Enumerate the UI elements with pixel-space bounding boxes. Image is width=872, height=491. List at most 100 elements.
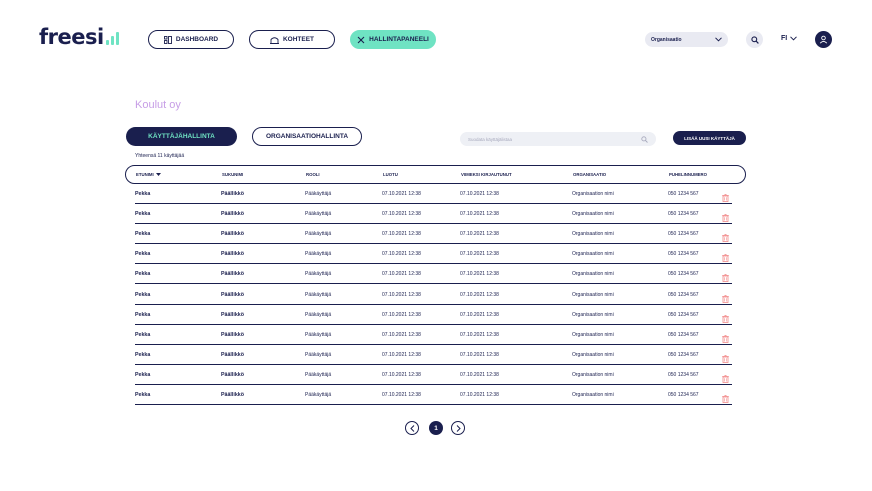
cell-phone: 050 1234 567 [668,191,699,197]
delete-user-button[interactable] [722,209,729,227]
pagination-page-current[interactable]: 1 [429,421,443,435]
column-header-label: ETUNIMI [136,172,154,177]
cell-firstname: Pekka [135,311,151,318]
delete-user-button[interactable] [722,350,729,368]
cell-firstname: Pekka [135,271,151,278]
tab-user-management[interactable]: KÄYTTÄJÄHALLINTA [126,127,237,146]
table-row[interactable]: Pekka Päällikkö Pääkäyttäjä 07.10.2021 12:3… [135,224,732,247]
table-row[interactable]: Pekka Päällikkö Pääkäyttäjä 07.10.2021 12:3… [135,264,732,287]
cell-lastname: Päällikkö [221,231,244,238]
delete-user-button[interactable] [722,370,729,388]
column-header-role[interactable]: ROOLI [306,172,320,177]
header-search-button[interactable] [746,31,763,48]
trash-icon [722,334,729,343]
cell-phone: 050 1234 567 [668,291,699,298]
language-label: FI [781,35,788,42]
delete-user-button[interactable] [722,229,729,247]
user-avatar-button[interactable] [815,31,832,48]
chevron-left-icon [409,424,414,432]
cell-last-login: 07.10.2021 12:38 [460,371,499,378]
table-row[interactable]: Pekka Päällikkö Pääkäyttäjä 07.10.2021 12:3… [135,285,732,305]
cell-phone: 050 1234 567 [668,311,699,318]
column-header-organization[interactable]: ORGANISAATIO [573,172,607,177]
table-row[interactable]: Pekka Päällikkö Pääkäyttäjä 07.10.2021 12:3… [135,204,732,227]
cell-organization: Organisaation nimi [572,271,614,278]
trash-icon [722,234,729,243]
cell-phone: 050 1234 567 [668,371,699,378]
cell-created: 07.10.2021 12:38 [382,251,421,258]
cell-phone: 050 1234 567 [668,251,699,258]
trash-icon [722,395,729,403]
column-header-created[interactable]: LUOTU [383,172,398,177]
delete-user-button[interactable] [722,269,729,287]
delete-user-button[interactable] [722,310,729,328]
cell-lastname: Päällikkö [221,351,244,358]
user-filter-field[interactable] [460,132,656,146]
add-user-button[interactable]: LISÄÄ UUSI KÄYTTÄJÄ [673,131,746,145]
table-row[interactable]: Pekka Päällikkö Pääkäyttäjä 07.10.2021 12:3… [135,305,732,325]
cell-firstname: Pekka [135,251,151,258]
nav-hallintapaneeli-button[interactable]: HALLINTAPANEELI [350,30,436,49]
cell-organization: Organisaation nimi [572,311,614,318]
nav-dashboard-button[interactable]: DASHBOARD [148,30,234,49]
cell-role: Pääkäyttäjä [305,331,332,338]
delete-user-button[interactable] [722,330,729,348]
tools-icon [357,36,365,43]
freesi-logo[interactable]: freesi [39,26,119,48]
cell-last-login: 07.10.2021 12:38 [460,311,499,318]
delete-user-button[interactable] [722,189,729,207]
cell-last-login: 07.10.2021 12:38 [460,251,499,258]
chevron-down-icon [790,36,798,41]
column-header-last-login[interactable]: VIIMEKSI KIRJAUTUNUT [461,172,512,177]
organization-select-value: Organisaatio [651,36,682,43]
logo-bars-icon [105,32,119,45]
nav-kohteet-button[interactable]: KOHTEET [249,30,335,49]
organization-select[interactable]: Organisaatio [645,32,728,47]
table-row[interactable]: Pekka Päällikkö Pääkäyttäjä 07.10.2021 12:3… [135,184,732,204]
cell-role: Pääkäyttäjä [305,211,332,218]
column-header-firstname[interactable]: ETUNIMI [136,172,161,177]
cell-lastname: Päällikkö [221,392,244,398]
table-row[interactable]: Pekka Päällikkö Pääkäyttäjä 07.10.2021 12:3… [135,325,732,345]
table-row[interactable]: Pekka Päällikkö Pääkäyttäjä 07.10.2021 12:3… [135,385,732,405]
cell-role: Pääkäyttäjä [305,251,332,258]
cell-created: 07.10.2021 12:38 [382,351,421,358]
cell-last-login: 07.10.2021 12:38 [460,392,499,398]
user-filter-input[interactable] [468,136,628,142]
cell-role: Pääkäyttäjä [305,311,332,318]
chevron-down-icon [715,37,722,42]
cell-phone: 050 1234 567 [668,271,699,278]
cell-phone: 050 1234 567 [668,231,699,238]
cell-firstname: Pekka [135,211,151,218]
trash-icon [722,374,729,383]
pagination-prev-button[interactable] [405,421,419,435]
search-icon [641,135,648,143]
trash-icon [722,314,729,323]
cell-lastname: Päällikkö [221,331,244,338]
trash-icon [722,254,729,263]
tab-organization-management[interactable]: ORGANISAATIOHALLINTA [252,127,362,146]
cell-role: Pääkäyttäjä [305,351,332,358]
delete-user-button[interactable] [722,249,729,267]
trash-icon [722,274,729,283]
language-select[interactable]: FI [781,35,798,42]
cell-organization: Organisaation nimi [572,392,614,398]
table-row[interactable]: Pekka Päällikkö Pääkäyttäjä 07.10.2021 12:3… [135,244,732,267]
cell-created: 07.10.2021 12:38 [382,311,421,318]
cell-lastname: Päällikkö [221,311,244,318]
cell-created: 07.10.2021 12:38 [382,291,421,298]
delete-user-button[interactable] [722,290,729,308]
result-count: Yhteensä 11 käyttäjää [135,153,185,159]
table-row[interactable]: Pekka Päällikkö Pääkäyttäjä 07.10.2021 12:3… [135,345,732,365]
column-header-lastname[interactable]: SUKUNIMI [222,172,244,177]
column-header-phone[interactable]: PUHELINNUMERO [669,172,707,177]
cell-role: Pääkäyttäjä [305,231,332,238]
cell-created: 07.10.2021 12:38 [382,191,421,197]
table-row[interactable]: Pekka Päällikkö Pääkäyttäjä 07.10.2021 12:3… [135,365,732,385]
cell-last-login: 07.10.2021 12:38 [460,211,499,218]
pagination-next-button[interactable] [451,421,465,435]
trash-icon [722,294,729,303]
cell-role: Pääkäyttäjä [305,271,332,278]
delete-user-button[interactable] [722,390,729,408]
cell-role: Pääkäyttäjä [305,371,332,378]
